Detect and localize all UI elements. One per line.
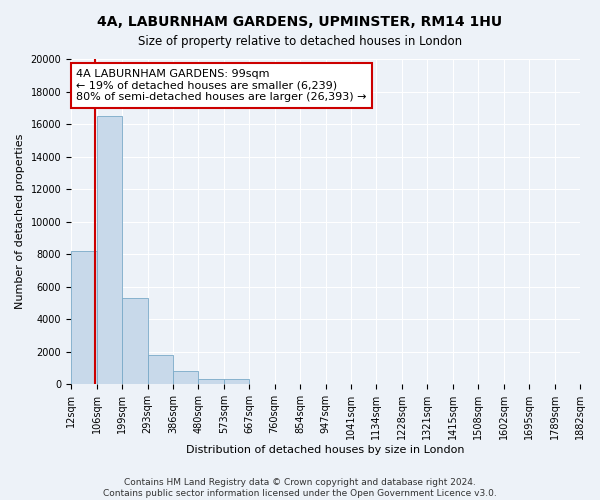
Text: 4A LABURNHAM GARDENS: 99sqm
← 19% of detached houses are smaller (6,239)
80% of : 4A LABURNHAM GARDENS: 99sqm ← 19% of det… [76,69,367,102]
Text: Contains HM Land Registry data © Crown copyright and database right 2024.
Contai: Contains HM Land Registry data © Crown c… [103,478,497,498]
X-axis label: Distribution of detached houses by size in London: Distribution of detached houses by size … [186,445,465,455]
Bar [97,116,122,384]
Y-axis label: Number of detached properties: Number of detached properties [15,134,25,310]
Text: 4A, LABURNHAM GARDENS, UPMINSTER, RM14 1HU: 4A, LABURNHAM GARDENS, UPMINSTER, RM14 1… [97,15,503,29]
Bar [199,380,224,384]
Bar [173,371,199,384]
Bar [122,298,148,384]
Text: Size of property relative to detached houses in London: Size of property relative to detached ho… [138,35,462,48]
Bar [224,380,250,384]
Bar [71,251,97,384]
Bar [148,355,173,384]
